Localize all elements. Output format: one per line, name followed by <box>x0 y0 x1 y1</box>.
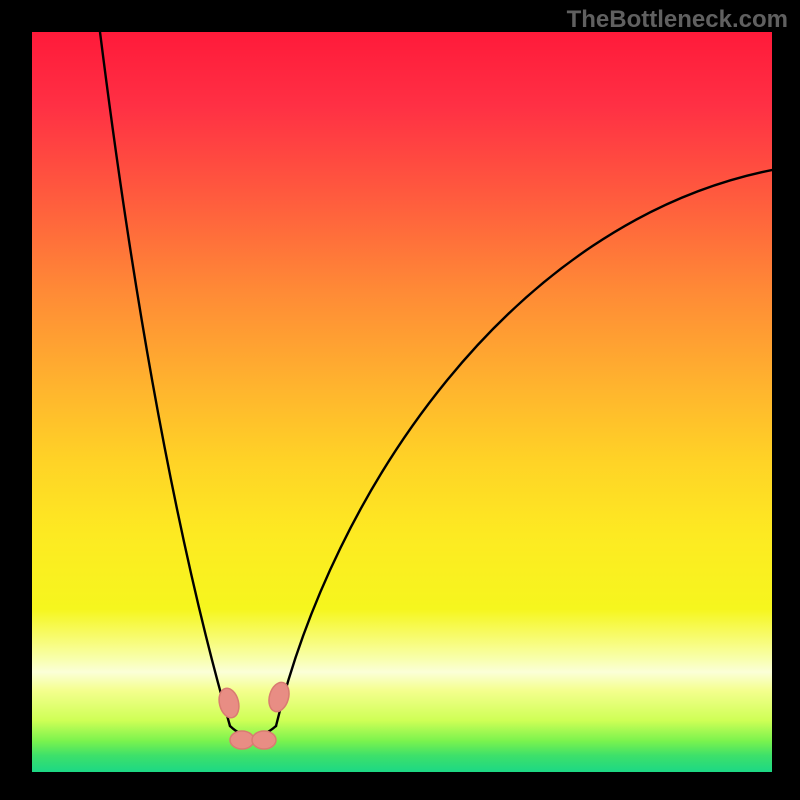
valley-markers <box>216 680 292 749</box>
curve-right-branch <box>276 170 772 726</box>
marker-right <box>266 680 293 714</box>
marker-left <box>216 686 242 720</box>
plot-area <box>32 32 772 772</box>
chart-frame: TheBottleneck.com <box>0 0 800 800</box>
curve-valley-floor <box>230 726 276 737</box>
watermark-text: TheBottleneck.com <box>567 6 788 34</box>
curve-left-branch <box>100 32 230 726</box>
curve-layer <box>32 32 772 772</box>
gradient-background <box>32 32 772 772</box>
marker-center-b <box>252 731 276 749</box>
marker-center-a <box>230 731 254 749</box>
